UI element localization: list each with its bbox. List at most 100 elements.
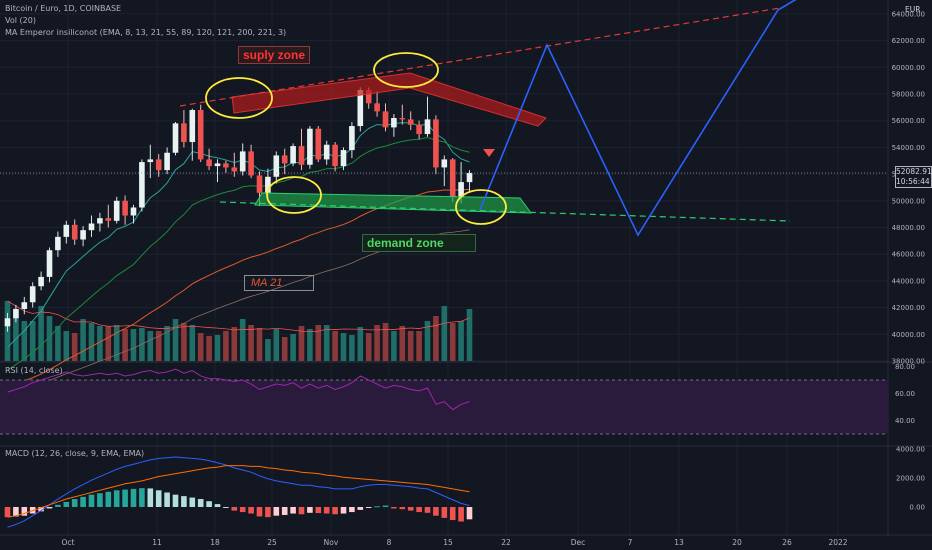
candle-body (407, 119, 414, 125)
macd-histogram-bar (164, 492, 170, 507)
volume-bar (265, 339, 271, 361)
macd-histogram-bar (273, 507, 280, 516)
volume-bars (4, 300, 473, 361)
resistance-trendline (179, 7, 781, 107)
macd-histogram-bar (265, 507, 271, 518)
macd-histogram-bar (71, 499, 78, 507)
volume-bar (273, 329, 280, 361)
signal-line (7, 465, 470, 518)
volume-bar (97, 326, 103, 361)
volume-bar (307, 329, 313, 361)
macd-histogram-bar (340, 507, 347, 514)
date-tick-label: 11 (152, 538, 162, 547)
volume-bar (46, 316, 53, 361)
date-tick-label: Oct (62, 538, 75, 547)
volume-bar (416, 331, 422, 361)
volume-bar (155, 331, 162, 361)
macd-histogram-bar (197, 499, 204, 507)
macd-histogram-bar (382, 505, 389, 507)
date-tick-label: 20 (732, 538, 742, 547)
supply-zone-label: suply zone (238, 46, 311, 64)
axes: 38000.00 40000.00 42000.00 44000.00 46000.00… (62, 10, 925, 547)
demand-zone-label: demand zone (362, 234, 476, 252)
volume-bar (63, 331, 70, 361)
macd-histogram-bar (298, 507, 305, 515)
macd-histogram-bar (4, 507, 11, 518)
volume-bar (172, 319, 179, 361)
price-tick-label: 58000.00 (892, 91, 925, 99)
candle-body (441, 159, 448, 168)
macd-histogram-bar (391, 507, 397, 509)
candle-body (105, 218, 112, 221)
volume-bar (323, 325, 330, 361)
volume-bar (357, 327, 364, 361)
volume-bar (214, 335, 221, 361)
price-candles (4, 87, 473, 332)
volume-legend: Vol (20) (5, 16, 36, 25)
last-price-tag: 52082.91 10:56:44 (895, 166, 932, 188)
rsi-line (7, 368, 470, 411)
candle-body (223, 163, 229, 168)
chart-grid (0, 0, 932, 536)
macd-histogram-bar (357, 507, 364, 510)
price-tick-label: 44000.00 (892, 277, 925, 285)
macd-histogram-bar (231, 507, 238, 511)
rsi-band-fill (0, 380, 888, 434)
price-tick-label: 54000.00 (892, 144, 925, 152)
volume-bar (315, 325, 322, 361)
volume-bar (399, 326, 406, 361)
candle-body (256, 175, 263, 193)
candle-body (181, 123, 187, 143)
volume-bar (298, 326, 305, 361)
candle-body (113, 200, 120, 221)
currency-label[interactable]: EUR (905, 5, 921, 14)
macd-histogram-bar (256, 507, 263, 517)
highlight-circle (373, 52, 439, 88)
rsi-tick-label: 60.00 (895, 390, 915, 398)
macd-histogram-bar (113, 490, 120, 507)
volume-bar (223, 331, 229, 361)
macd-histogram-bar (88, 494, 95, 507)
volume-bar (239, 319, 246, 361)
candle-body (97, 218, 103, 224)
macd-histogram-bar (172, 494, 179, 507)
candle-body (206, 159, 212, 167)
volume-bar (290, 334, 296, 361)
candle-body (130, 207, 137, 216)
candle-body (307, 128, 313, 165)
candle-body (433, 119, 439, 168)
candle-body (349, 126, 355, 151)
price-tick-label: 56000.00 (892, 117, 925, 125)
candle-body (38, 276, 44, 287)
macd-histogram-bar (46, 507, 53, 509)
macd-line (7, 456, 470, 528)
macd-histogram-bar (290, 507, 296, 514)
price-tick-label: 48000.00 (892, 224, 925, 232)
volume-bar (340, 333, 347, 361)
highlight-circle (266, 176, 322, 214)
volume-bar (449, 323, 456, 361)
volume-bar (113, 325, 120, 361)
macd-histogram-bar (374, 506, 380, 508)
volume-bar (441, 306, 448, 361)
rsi-legend: RSI (14, close) (5, 366, 63, 375)
macd-histogram-bar (147, 488, 154, 507)
macd-histogram-bar (181, 496, 187, 507)
candle-body (265, 176, 271, 193)
candle-body (374, 103, 380, 112)
date-tick-label: 8 (387, 538, 392, 547)
macd-histogram-bar (223, 507, 229, 508)
candle-body (164, 152, 170, 171)
candle-body (298, 146, 305, 165)
macd-pane (4, 456, 473, 528)
candle-body (340, 150, 347, 167)
macd-histogram-bar (139, 488, 145, 507)
projection-path (479, 0, 797, 237)
macd-histogram-bar (349, 507, 355, 513)
macd-histogram-bar (433, 507, 439, 516)
date-tick-label: Dec (571, 538, 586, 547)
price-tick-label: 64000.00 (892, 10, 925, 18)
candle-body (424, 119, 431, 135)
candle-body (466, 172, 473, 183)
